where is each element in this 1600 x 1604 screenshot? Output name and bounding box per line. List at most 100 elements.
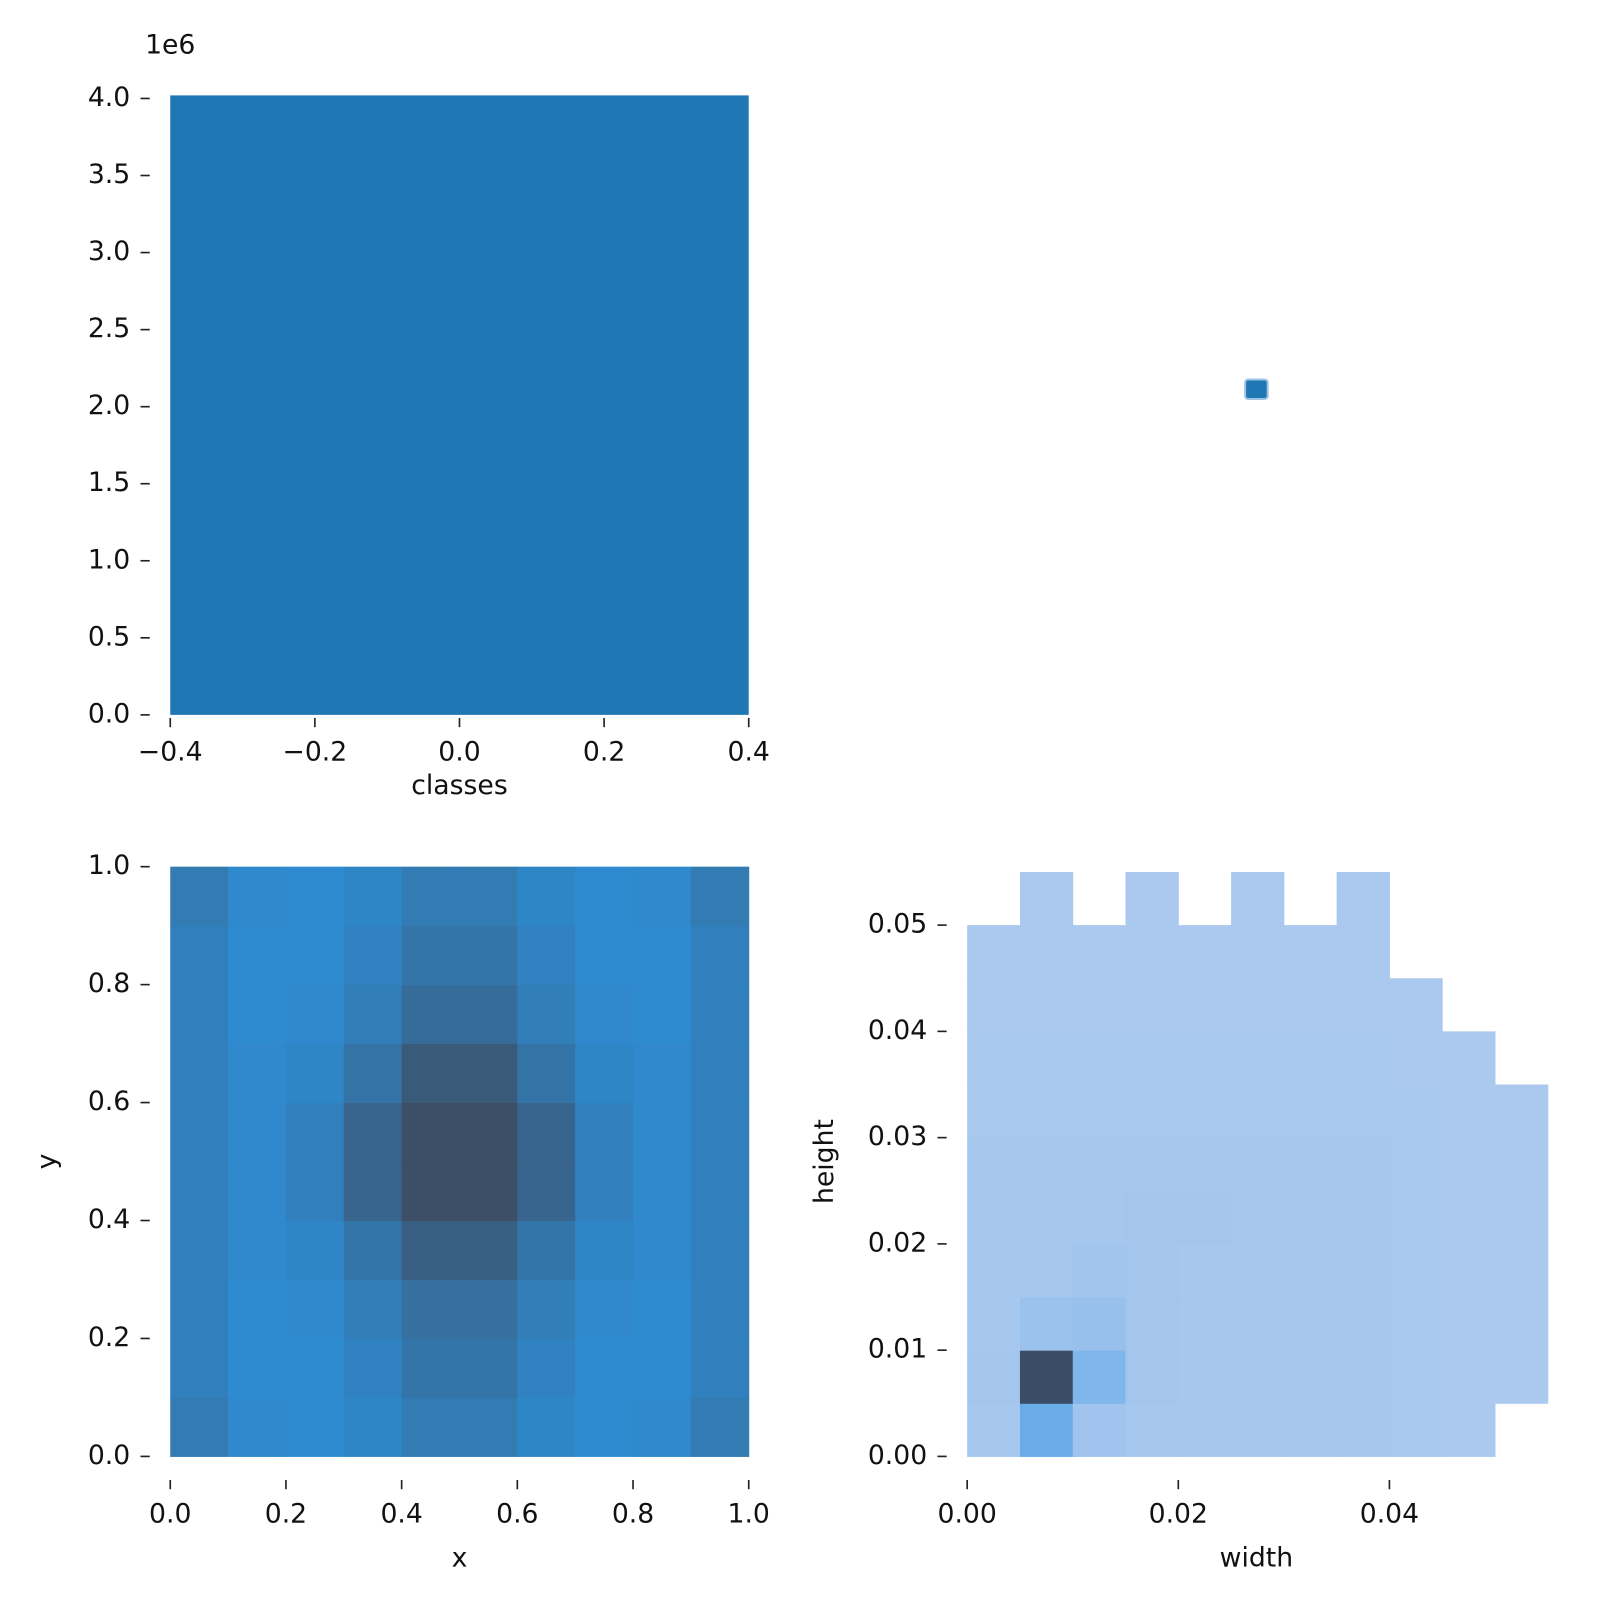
heatmap-cell: [967, 1190, 1021, 1245]
heatmap-cell: [401, 1279, 460, 1339]
heatmap-cell: [517, 1338, 576, 1398]
heatmap-cell: [575, 1161, 634, 1222]
heatmap-cell: [1336, 871, 1390, 926]
heatmap-cell: [459, 1279, 518, 1339]
heatmap-cell: [575, 1220, 634, 1280]
heatmap-cell: [517, 925, 576, 986]
y-tick-label: 1.5: [88, 467, 130, 498]
point-cluster: [1244, 378, 1269, 400]
heatmap-cell: [1231, 978, 1285, 1032]
heatmap-cell: [1231, 1031, 1285, 1086]
y-tick-label: 1.0: [88, 850, 130, 881]
heatmap-cell: [401, 984, 460, 1045]
heatmap-cell: [1125, 1243, 1179, 1298]
x-tick-label: 0.0: [438, 736, 480, 767]
heatmap-cell: [1336, 1350, 1390, 1404]
heatmap-cell: [633, 1102, 692, 1163]
heatmap-cell: [575, 1043, 634, 1104]
heatmap-cell: [1389, 978, 1443, 1032]
x-tick-label: 0.8: [612, 1498, 654, 1529]
heatmap-cell: [690, 1338, 750, 1398]
x-tick-label: 0.4: [728, 736, 770, 767]
y-tick-label: 3.5: [88, 159, 130, 190]
heatmap-cell: [633, 1397, 692, 1457]
heatmap-cell: [1283, 1084, 1338, 1139]
heatmap-cell: [1389, 1084, 1443, 1139]
heatmap-cell: [343, 1397, 403, 1457]
heatmap-cell: [1178, 1297, 1232, 1351]
x-tick-label: 0.2: [583, 736, 625, 767]
heatmap-cell: [285, 1338, 345, 1398]
heatmap-cell: [1231, 1403, 1285, 1457]
heatmap-cell: [1178, 978, 1232, 1032]
heatmap-cell: [690, 866, 750, 927]
x-tick-label: 0.4: [380, 1498, 422, 1529]
heatmap-cell: [1494, 1350, 1549, 1404]
heatmap-cell: [575, 1338, 634, 1398]
heatmap-cell: [1019, 1350, 1074, 1404]
heatmap-cell: [690, 1397, 750, 1457]
heatmap-cell: [1494, 1084, 1549, 1139]
heatmap-cell: [1072, 1031, 1127, 1086]
heatmap-cell: [633, 1338, 692, 1398]
heatmap-cell: [1231, 925, 1285, 979]
heatmap-cell: [170, 984, 229, 1045]
heatmap-cell: [1283, 1403, 1338, 1457]
heatmap-cell: [1072, 1137, 1127, 1192]
heatmap-cell: [575, 1102, 634, 1163]
y-tick-label: 0.01: [868, 1334, 927, 1365]
heatmap-cell: [1231, 1084, 1285, 1139]
heatmap-cell: [401, 1397, 460, 1457]
heatmap-cell: [343, 925, 403, 986]
heatmap-cell: [1125, 871, 1179, 926]
heatmap-cell: [633, 1220, 692, 1280]
heatmap-cell: [967, 1084, 1021, 1139]
heatmap-cell: [1125, 1297, 1179, 1351]
heatmap-cell: [1389, 1137, 1443, 1192]
heatmap-cell: [1442, 1403, 1496, 1457]
heatmap-cell: [633, 984, 692, 1045]
heatmap-cell: [1125, 978, 1179, 1032]
heatmap-cell: [1125, 1084, 1179, 1139]
heatmap-cell: [459, 1220, 518, 1280]
heatmap-cell: [459, 1338, 518, 1398]
heatmap-cell: [285, 1397, 345, 1457]
heatmap-cell: [1231, 1190, 1285, 1245]
heatmap-cell: [1283, 1031, 1338, 1086]
heatmap-cell: [690, 1161, 750, 1222]
heatmap-cell: [343, 866, 403, 927]
heatmap-cell: [1442, 1297, 1496, 1351]
heatmap-cell: [285, 1043, 345, 1104]
heatmap-cell: [1072, 1243, 1127, 1298]
heatmap-cell: [690, 984, 750, 1045]
x-axis-label: x: [452, 1542, 468, 1573]
heatmap-cell: [1019, 871, 1074, 926]
heatmap-cell: [401, 1338, 460, 1398]
heatmap-cell: [343, 984, 403, 1045]
y-tick-label: 0.03: [868, 1121, 927, 1152]
heatmap-cell: [1389, 1031, 1443, 1086]
heatmap-cell: [1072, 1084, 1127, 1139]
heatmap-cell: [170, 1279, 229, 1339]
heatmap-cell: [459, 984, 518, 1045]
heatmap-cell: [967, 1297, 1021, 1351]
heatmap-cell: [401, 925, 460, 986]
x-tick-label: 0.02: [1149, 1498, 1208, 1529]
y-tick-label: 0.0: [88, 698, 130, 729]
heatmap-cell: [1389, 1297, 1443, 1351]
heatmap-cell: [1019, 1084, 1074, 1139]
heatmap-cell: [1178, 1243, 1232, 1298]
heatmap-cell: [1336, 1243, 1390, 1298]
heatmap-cell: [1019, 1190, 1074, 1245]
heatmap-cell: [517, 984, 576, 1045]
heatmap-cell: [575, 866, 634, 927]
heatmap-cell: [967, 1243, 1021, 1298]
y-axis-label: y: [32, 1154, 63, 1170]
y-tick-label: 0.8: [88, 968, 130, 999]
heatmap-cell: [1494, 1297, 1549, 1351]
offset-text: 1e6: [145, 30, 195, 61]
heatmap-cell: [633, 866, 692, 927]
heatmap-cell: [1283, 978, 1338, 1032]
x-tick-label: 0.00: [937, 1498, 996, 1529]
y-tick-label: 0.04: [868, 1015, 927, 1046]
